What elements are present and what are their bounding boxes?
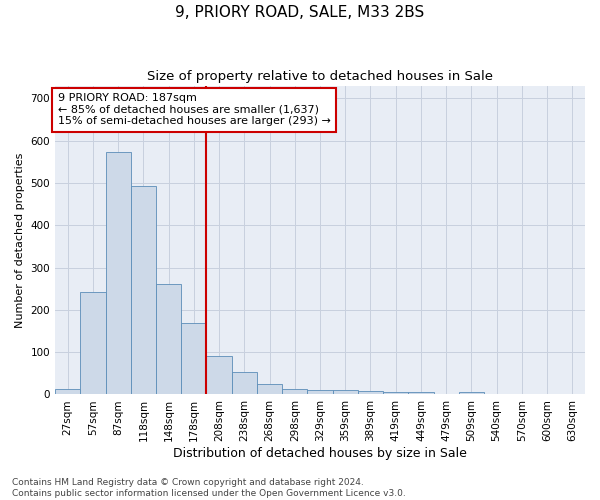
Bar <box>206 356 232 395</box>
X-axis label: Distribution of detached houses by size in Sale: Distribution of detached houses by size … <box>173 447 467 460</box>
Bar <box>358 392 383 394</box>
Bar <box>80 292 106 395</box>
Bar <box>232 372 257 394</box>
Bar <box>307 390 332 394</box>
Bar <box>106 152 131 394</box>
Bar <box>282 389 307 394</box>
Y-axis label: Number of detached properties: Number of detached properties <box>15 152 25 328</box>
Bar <box>257 384 282 394</box>
Bar <box>409 392 434 394</box>
Text: Contains HM Land Registry data © Crown copyright and database right 2024.
Contai: Contains HM Land Registry data © Crown c… <box>12 478 406 498</box>
Title: Size of property relative to detached houses in Sale: Size of property relative to detached ho… <box>147 70 493 83</box>
Bar <box>55 390 80 394</box>
Text: 9, PRIORY ROAD, SALE, M33 2BS: 9, PRIORY ROAD, SALE, M33 2BS <box>175 5 425 20</box>
Bar <box>156 284 181 395</box>
Bar <box>332 390 358 394</box>
Text: 9 PRIORY ROAD: 187sqm
← 85% of detached houses are smaller (1,637)
15% of semi-d: 9 PRIORY ROAD: 187sqm ← 85% of detached … <box>58 94 331 126</box>
Bar <box>459 392 484 394</box>
Bar <box>131 186 156 394</box>
Bar <box>383 392 409 394</box>
Bar <box>181 324 206 394</box>
